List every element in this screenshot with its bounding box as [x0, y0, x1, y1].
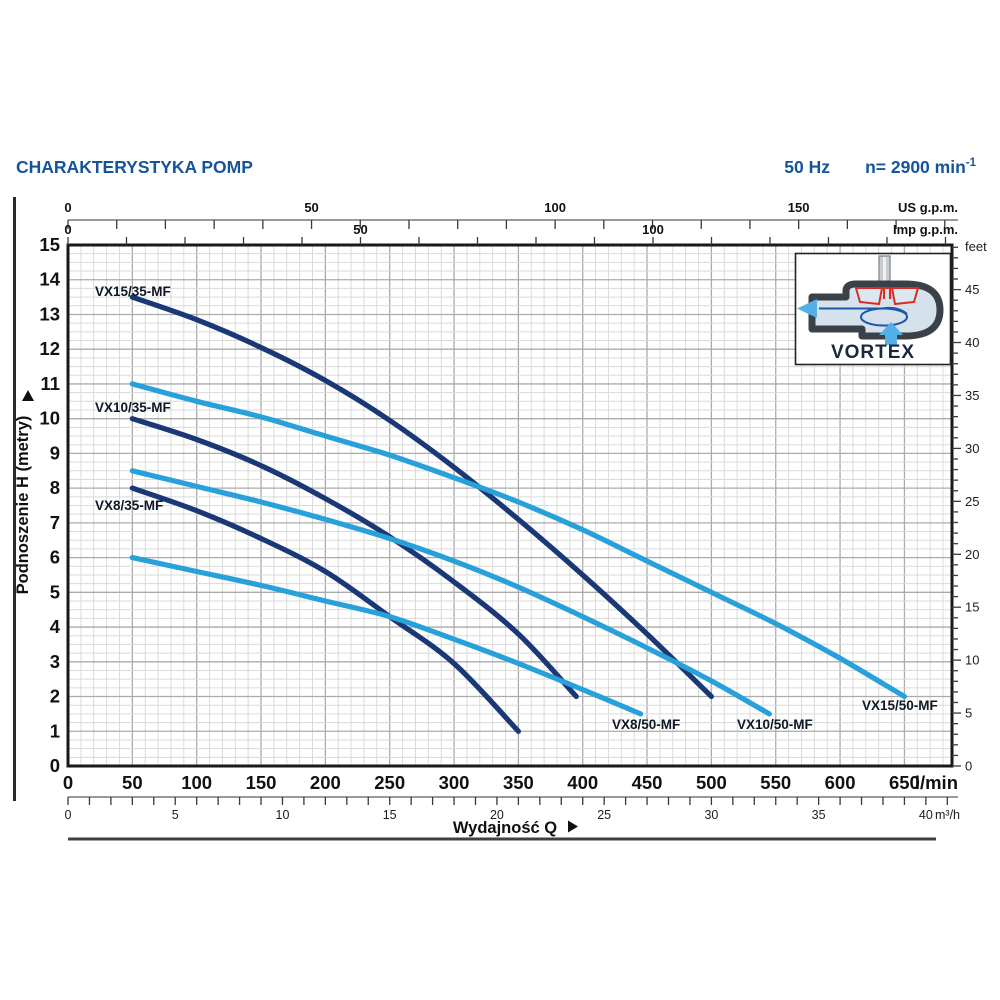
m3h-tick-label: 30 — [704, 808, 718, 822]
curve-vx10-50-mf — [129, 468, 772, 717]
feet-tick-label: 10 — [965, 653, 979, 668]
feet-tick-label: 45 — [965, 282, 979, 297]
lmin-tick-label: 500 — [696, 772, 727, 793]
meters-tick-label: 6 — [50, 547, 60, 568]
meters-tick-label: 10 — [39, 408, 60, 429]
curve-vx15-35-mf — [129, 294, 714, 700]
feet-tick-label: 30 — [965, 441, 979, 456]
curve-label-vx10-35-mf: VX10/35-MF — [95, 400, 171, 415]
meters-tick-label: 0 — [50, 755, 60, 776]
feet-tick-label: 5 — [965, 706, 972, 721]
inlet-arrow-icon — [879, 322, 903, 345]
feet-unit-label: feet — [965, 239, 987, 254]
us-gpm-tick-label: 50 — [304, 200, 318, 215]
plot-border — [66, 243, 954, 768]
us-gpm-tick-label: 100 — [544, 200, 566, 215]
pump-curves: VX15/35-MF VX10/35-MF VX8/35-MF VX8/50-MF VX… — [95, 284, 938, 734]
meters-tick-label: 4 — [50, 616, 61, 637]
m3h-tick-label: 5 — [172, 808, 179, 822]
curve-label-vx10-50-mf: VX10/50-MF — [737, 717, 813, 732]
m3h-tick-label: 10 — [276, 808, 290, 822]
feet-tick-label: 0 — [965, 759, 972, 774]
curve-label-vx15-35-mf: VX15/35-MF — [95, 284, 171, 299]
lmin-tick-label: 200 — [310, 772, 341, 793]
lmin-unit-label: l/min — [915, 772, 958, 793]
m3h-unit-label: m³/h — [935, 808, 960, 822]
vortex-impeller — [854, 287, 920, 306]
lmin-tick-label: 0 — [63, 772, 73, 793]
curve-label-vx8-35-mf: VX8/35-MF — [95, 498, 163, 513]
m3h-tick-label: 15 — [383, 808, 397, 822]
curve-vx15-50-mf — [129, 381, 907, 700]
vortex-flow-swirl — [819, 306, 908, 327]
m3h-tick-label: 25 — [597, 808, 611, 822]
lmin-tick-label: 250 — [374, 772, 405, 793]
meters-tick-label: 9 — [50, 442, 60, 463]
us-gpm-tick-label: 0 — [64, 200, 71, 215]
imp-gpm-tick-label: 0 — [64, 222, 71, 237]
meters-tick-label: 3 — [50, 651, 60, 672]
meters-tick-label: 2 — [50, 686, 60, 707]
lmin-tick-label: 150 — [246, 772, 277, 793]
curve-label-vx8-50-mf: VX8/50-MF — [612, 717, 680, 732]
meters-tick-label: 13 — [39, 303, 60, 324]
curve-vx8-50-mf — [129, 555, 644, 717]
lmin-tick-label: 550 — [760, 772, 791, 793]
header-speed: n= 2900 min-1 — [865, 157, 977, 177]
header-frequency: 50 Hz — [784, 157, 830, 177]
meters-tick-label: 12 — [39, 338, 60, 359]
m3h-tick-label: 40 — [919, 808, 933, 822]
meters-tick-label: 15 — [39, 234, 60, 255]
meters-tick-label: 14 — [39, 269, 60, 290]
meters-tick-label: 11 — [40, 373, 60, 394]
meters-tick-label: 8 — [50, 477, 60, 498]
lmin-tick-label: 350 — [503, 772, 534, 793]
m3h-tick-label: 20 — [490, 808, 504, 822]
m3h-tick-label: 0 — [65, 808, 72, 822]
feet-tick-label: 25 — [965, 494, 979, 509]
feet-tick-label: 15 — [965, 600, 979, 615]
feet-tick-label: 35 — [965, 388, 979, 403]
curve-vx8-35-mf — [129, 485, 521, 734]
lmin-tick-label: 600 — [825, 772, 856, 793]
y-axis-title: Podnoszenie H (metry) — [14, 416, 32, 595]
meters-tick-label: 5 — [50, 581, 60, 602]
lmin-tick-label: 100 — [181, 772, 212, 793]
curve-vx10-35-mf — [129, 416, 579, 700]
meters-tick-label: 7 — [50, 512, 60, 533]
x-axis-title: Wydajność Q — [453, 819, 557, 837]
outlet-arrow-icon — [797, 299, 817, 318]
imp-gpm-tick-label: 50 — [353, 222, 367, 237]
us-gpm-tick-label: 150 — [788, 200, 810, 215]
meters-tick-label: 1 — [50, 720, 60, 741]
x-axis-arrow-icon — [568, 820, 578, 833]
lmin-tick-label: 300 — [439, 772, 470, 793]
page-title: CHARAKTERYSTYKA POMP — [16, 157, 253, 177]
us-gpm-unit-label: US g.p.m. — [898, 200, 958, 215]
feet-tick-label: 20 — [965, 547, 979, 562]
curve-label-vx15-50-mf: VX15/50-MF — [862, 698, 938, 713]
vortex-inset: VORTEX — [794, 252, 952, 366]
lmin-tick-label: 50 — [122, 772, 143, 793]
lmin-tick-label: 450 — [632, 772, 663, 793]
lmin-tick-label: 400 — [567, 772, 598, 793]
lmin-tick-label: 650 — [889, 772, 920, 793]
imp-gpm-tick-label: 100 — [642, 222, 664, 237]
feet-tick-label: 40 — [965, 335, 979, 350]
inset-label: VORTEX — [831, 342, 915, 363]
imp-gpm-unit-label: Imp g.p.m. — [893, 222, 958, 237]
m3h-tick-label: 35 — [812, 808, 826, 822]
y-axis-arrow-icon — [22, 390, 34, 401]
